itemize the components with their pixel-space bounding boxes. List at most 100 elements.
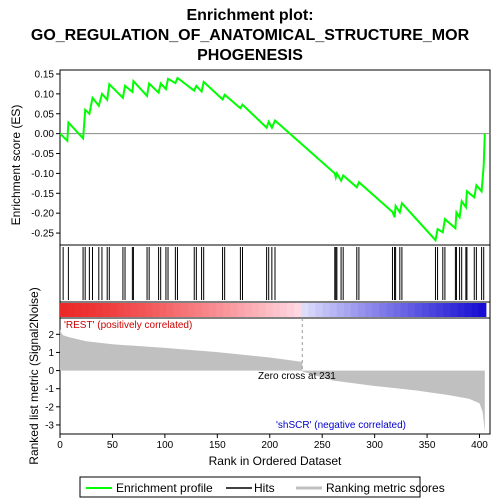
metric-y-tick-label: -2 [45,402,54,413]
colorbar-segment [102,303,111,317]
colorbar-segment [201,303,210,317]
colorbar-segment [116,303,125,317]
colorbar-segment [123,303,132,317]
colorbar-segment [173,303,182,317]
colorbar-segment [478,303,487,317]
x-tick-label: 250 [314,440,331,451]
x-tick-label: 200 [261,440,278,451]
x-tick-label: 50 [107,440,119,451]
colorbar-segment [421,303,430,317]
title-line-1: Enrichment plot: [186,7,313,24]
legend-box [79,476,421,498]
colorbar-segment [209,303,217,317]
colorbar-segment [464,303,473,317]
title-line-2: GO_REGULATION_OF_ANATOMICAL_STRUCTURE_MO… [31,27,470,44]
ranking-metric-area [60,328,485,433]
colorbar-segment [265,303,274,317]
metric-y-axis-label: Ranked list metric (Signal2Noise) [27,287,41,464]
colorbar-segment [180,303,189,317]
es-y-tick-label: -0.05 [31,149,54,160]
es-y-tick-label: 0.00 [35,129,55,140]
es-y-tick-label: -0.15 [31,189,54,200]
colorbar-segment [315,303,324,317]
x-axis-label: Rank in Ordered Dataset [209,454,342,468]
colorbar-segment [287,303,295,317]
colorbar-segment [414,303,423,317]
x-tick-label: 350 [419,440,436,451]
colorbar-segment [308,303,317,317]
colorbar-segment [216,303,224,317]
colorbar-segment [145,303,153,317]
es-y-tick-label: -0.20 [31,209,54,220]
es-y-tick-label: -0.25 [31,229,54,240]
metric-y-tick-label: -1 [45,384,54,395]
x-tick-label: 0 [57,440,63,451]
colorbar-segment [350,303,359,317]
es-y-tick-label: 0.10 [35,89,55,100]
colorbar-segment [443,303,451,317]
legend-enrichment-label: Enrichment profile [116,481,213,495]
colorbar-segment [109,303,118,317]
colorbar-segment [138,303,146,317]
colorbar-segment [279,303,288,317]
metric-y-tick-label: 0 [48,366,54,377]
es-y-axis-label: Enrichment score (ES) [9,105,23,226]
title-line-3: PHOGENESIS [197,47,303,64]
colorbar-segment [407,303,416,317]
colorbar-segment [386,303,395,317]
metric-y-tick-label: 2 [48,330,54,341]
metric-panel [60,318,485,433]
x-tick-label: 400 [471,440,488,451]
positive-correlation-label: 'REST' (positively correlated) [64,320,192,331]
colorbar-segment [81,303,89,317]
colorbar-segment [365,303,373,317]
es-panel [59,76,490,243]
x-tick-label: 300 [366,440,383,451]
colorbar-segment [301,303,309,317]
colorbar-segment [159,303,168,317]
colorbar-segment [74,303,82,317]
colorbar-segment [272,303,281,317]
colorbar-segment [187,303,196,317]
colorbar-segment [95,303,104,317]
colorbar-segment [251,303,260,317]
zero-cross-label: Zero cross at 231 [258,371,336,382]
colorbar-segment [400,303,409,317]
enrichment-profile-line [59,76,486,243]
colorbar-segment [343,303,352,317]
colorbar-segment [322,303,331,317]
colorbar-segment [166,303,175,317]
negative-correlation-label: 'shSCR' (negative correlated) [276,420,406,431]
colorbar-segment [230,303,239,317]
es-y-tick-label: 0.05 [35,109,55,120]
colorbar-segment [152,303,160,317]
colorbar-segment [393,303,402,317]
colorbar-segment [471,303,480,317]
colorbar-segment [358,303,366,317]
hits-panel [62,247,485,300]
es-y-tick-label: -0.10 [31,169,54,180]
colorbar-segment [130,303,139,317]
colorbar-segment [244,303,253,317]
metric-y-tick-label: -3 [45,420,54,431]
x-tick-label: 150 [209,440,226,451]
colorbar-segment [329,303,338,317]
colorbar-segment [450,303,459,317]
colorbar-segment [336,303,345,317]
colorbar-segment [294,303,302,317]
colorbar-segment [194,303,203,317]
colorbar-segment [457,303,466,317]
rank-colorbar [60,303,487,317]
x-tick-label: 100 [157,440,174,451]
metric-y-tick-label: 1 [48,348,54,359]
colorbar-segment [67,303,75,317]
colorbar-segment [223,303,231,317]
legend-ranking-label: Ranking metric scores [326,481,445,495]
colorbar-segment [88,303,97,317]
legend-hits-label: Hits [254,481,275,495]
axis-ticks: 0.15 0.10 0.05 0.00 -0.05 -0.10 -0.15 -0.20 -0.2… [31,69,488,451]
colorbar-segment [436,303,444,317]
es-y-tick-label: 0.15 [35,69,55,80]
colorbar-segment [429,303,437,317]
